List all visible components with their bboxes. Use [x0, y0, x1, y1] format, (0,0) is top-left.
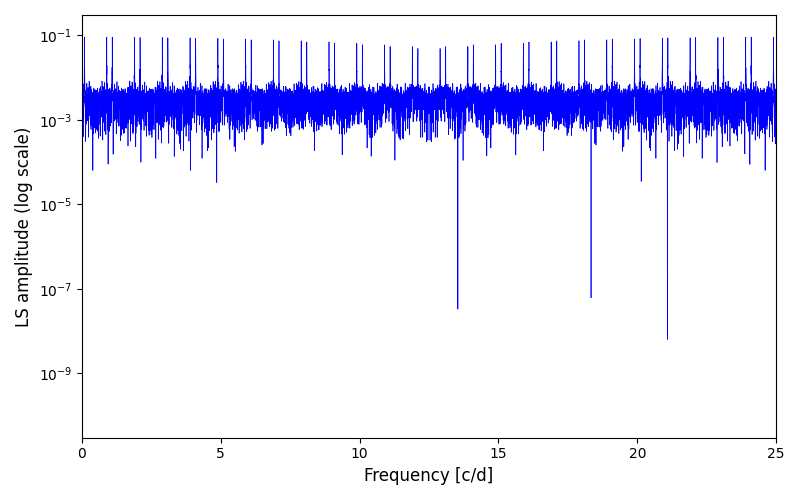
Y-axis label: LS amplitude (log scale): LS amplitude (log scale)	[15, 126, 33, 326]
X-axis label: Frequency [c/d]: Frequency [c/d]	[364, 467, 494, 485]
